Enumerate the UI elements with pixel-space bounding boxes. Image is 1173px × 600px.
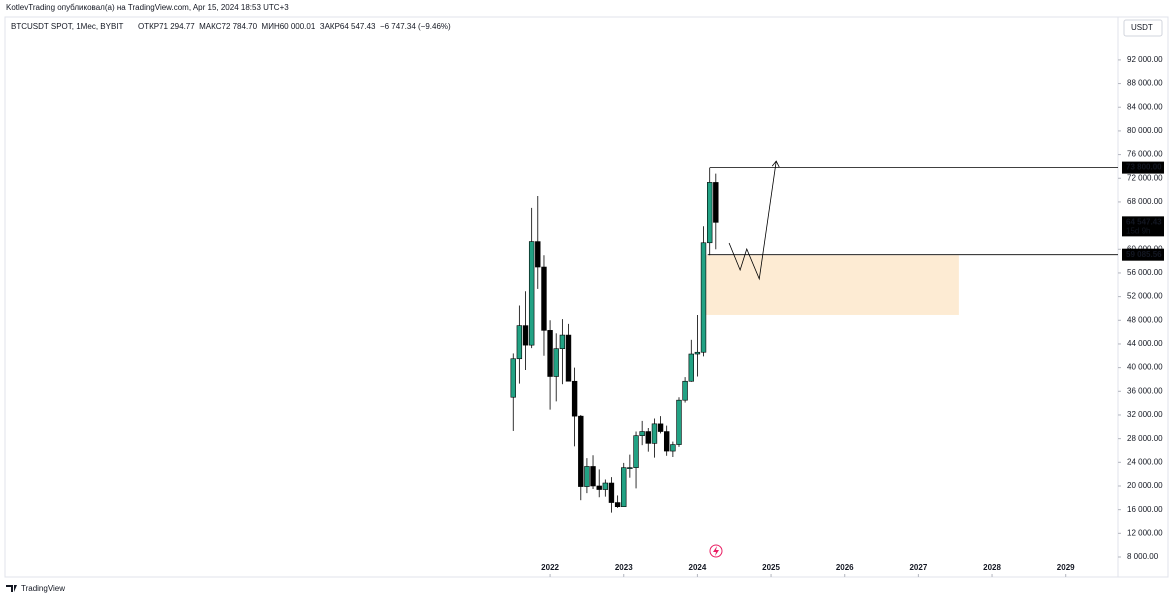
x-tick-label: 2027	[909, 563, 927, 572]
candle-body	[578, 415, 584, 487]
candle-body	[590, 466, 596, 487]
y-tick-label: 36 000.00	[1127, 386, 1163, 395]
candle-body	[547, 330, 553, 377]
last-price-box	[1122, 216, 1164, 237]
y-tick-label: 16 000.00	[1127, 505, 1163, 514]
candle-body	[627, 467, 633, 469]
candle-body	[707, 182, 713, 244]
pane-frame	[4, 16, 1169, 578]
y-tick-label: 40 000.00	[1127, 363, 1163, 372]
candle-body	[584, 466, 590, 487]
candle-body	[694, 351, 701, 355]
y-tick-label: 8 000.00	[1127, 552, 1159, 561]
candle-body	[663, 431, 670, 452]
level-label-box	[1122, 248, 1164, 261]
y-tick-label: 76 000.00	[1127, 150, 1163, 159]
candle-body	[565, 334, 572, 382]
y-tick-label: 84 000.00	[1127, 102, 1163, 111]
x-tick-label: 2023	[615, 563, 633, 572]
attribution: KotlevTrading опубликовал(а) на TradingV…	[6, 3, 289, 12]
candle-body	[688, 353, 694, 382]
y-tick-label: 88 000.00	[1127, 79, 1163, 88]
brand: TradingView	[21, 584, 65, 593]
candle-body	[639, 431, 645, 436]
y-tick-label: 48 000.00	[1127, 315, 1163, 324]
level-label: 73 800.00	[1126, 163, 1162, 172]
y-tick-label: 72 000.00	[1127, 173, 1163, 182]
y-tick-label: 12 000.00	[1127, 528, 1163, 537]
y-tick-label: 32 000.00	[1127, 410, 1163, 419]
candle-body	[516, 325, 523, 360]
candle-body	[608, 482, 615, 503]
y-tick-label: 56 000.00	[1127, 268, 1163, 277]
candle-body	[700, 242, 707, 353]
last-price-label: 64 547.43	[1126, 217, 1162, 226]
y-tick-label: 28 000.00	[1127, 434, 1163, 443]
y-tick-label: 92 000.00	[1127, 55, 1163, 64]
candle-body	[596, 485, 602, 490]
candle-body	[651, 423, 658, 444]
currency: USDT	[1131, 23, 1153, 32]
y-tick-label: 20 000.00	[1127, 481, 1163, 490]
x-tick-label: 2022	[541, 563, 559, 572]
x-tick-label: 2029	[1057, 563, 1075, 572]
currency-box[interactable]	[1123, 19, 1163, 37]
candle-body	[657, 423, 664, 432]
candle-body	[559, 334, 566, 349]
y-tick-label: 24 000.00	[1127, 457, 1163, 466]
chart-title: BTCUSDT SPOT, 1Мес, BYBIT	[11, 22, 124, 31]
candle-body	[553, 348, 559, 377]
candle-body	[614, 502, 621, 507]
candle-body	[633, 435, 639, 468]
countdown: 15d 9h	[1126, 226, 1150, 235]
y-tick-label: 68 000.00	[1127, 197, 1163, 206]
candle-body	[670, 444, 676, 452]
projection-path	[728, 161, 777, 281]
candle-body	[528, 241, 535, 346]
brand-logo	[6, 585, 17, 592]
candle-body	[522, 325, 529, 346]
candle-body	[541, 266, 547, 331]
y-tick-label: 52 000.00	[1127, 292, 1163, 301]
arrow-head	[771, 160, 780, 168]
event-icon	[709, 544, 723, 558]
level-label: 59 085.56	[1126, 250, 1162, 259]
candle-body	[682, 380, 688, 401]
x-tick-label: 2028	[983, 563, 1001, 572]
x-tick-label: 2026	[836, 563, 854, 572]
candle-body	[621, 467, 627, 507]
candle-body	[535, 241, 541, 268]
candle-body	[510, 358, 516, 398]
candle-body	[645, 431, 651, 444]
level-label-box	[1122, 161, 1164, 174]
candle-body	[571, 380, 578, 417]
x-tick-label: 2025	[762, 563, 780, 572]
y-tick-label: 44 000.00	[1127, 339, 1163, 348]
chart-subtitle: ОТКР71 294.77 МАКС72 784.70 МИН60 000.01…	[138, 22, 451, 31]
zone	[702, 255, 959, 315]
candle-body	[676, 399, 682, 445]
x-tick-label: 2024	[689, 563, 707, 572]
candle-body	[602, 482, 609, 490]
y-tick-label: 80 000.00	[1127, 126, 1163, 135]
candle-body	[713, 182, 719, 223]
